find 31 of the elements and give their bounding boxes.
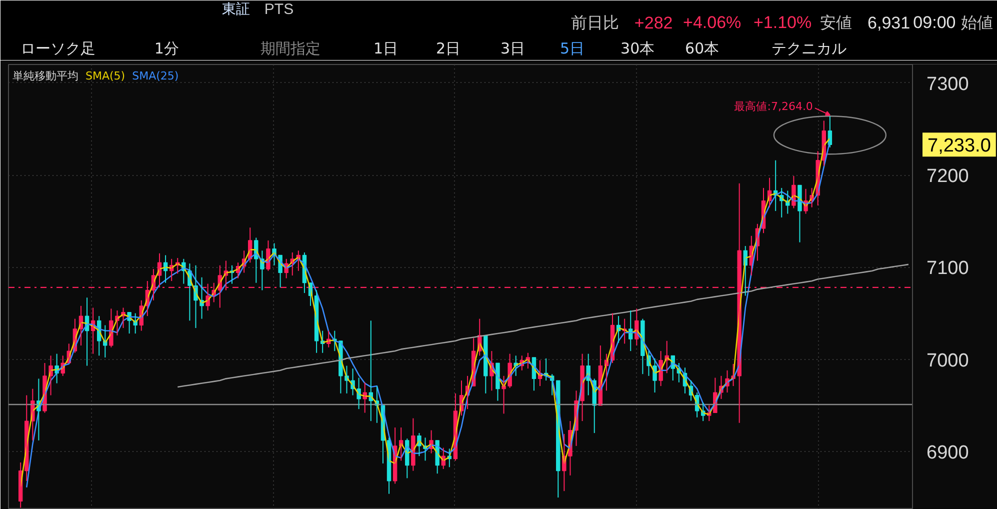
text: 安値 <box>820 13 852 32</box>
text: 60本 <box>685 40 720 58</box>
text: +282 <box>634 14 673 32</box>
y-tick-label: 7000 <box>926 350 969 372</box>
text: SMA(5) <box>86 70 126 82</box>
text: 期間指定 <box>260 40 320 58</box>
text: +4.06% <box>683 13 742 32</box>
text: 始値 <box>960 13 993 32</box>
line-series <box>176 264 910 388</box>
y-tick-label: 7200 <box>926 166 969 188</box>
text: +1.10% <box>753 13 812 32</box>
text: 7,233.0 <box>928 136 991 157</box>
y-tick-label: 6900 <box>926 442 969 464</box>
text: 6,931 <box>868 14 910 32</box>
y-tick-label: 7100 <box>926 258 969 280</box>
text: ローソク足 <box>20 40 96 58</box>
text: SMA(25) <box>132 70 179 82</box>
text: 2日 <box>436 40 461 58</box>
text: 09:00 <box>913 13 956 32</box>
text: PTS <box>264 1 294 18</box>
text: 1日 <box>374 40 398 58</box>
text: 東証 <box>222 2 250 18</box>
text: 1分 <box>154 40 179 58</box>
text: 前日比 <box>570 13 619 32</box>
text: 3日 <box>500 40 526 58</box>
y-tick-label: 7300 <box>926 74 969 95</box>
text: 5日 <box>560 40 585 58</box>
annotation: 最高値:7,264.0 <box>734 100 813 114</box>
text: 30本 <box>620 40 655 58</box>
legend-title: 単純移動平均 <box>12 70 78 82</box>
text: テクニカル <box>771 40 846 58</box>
